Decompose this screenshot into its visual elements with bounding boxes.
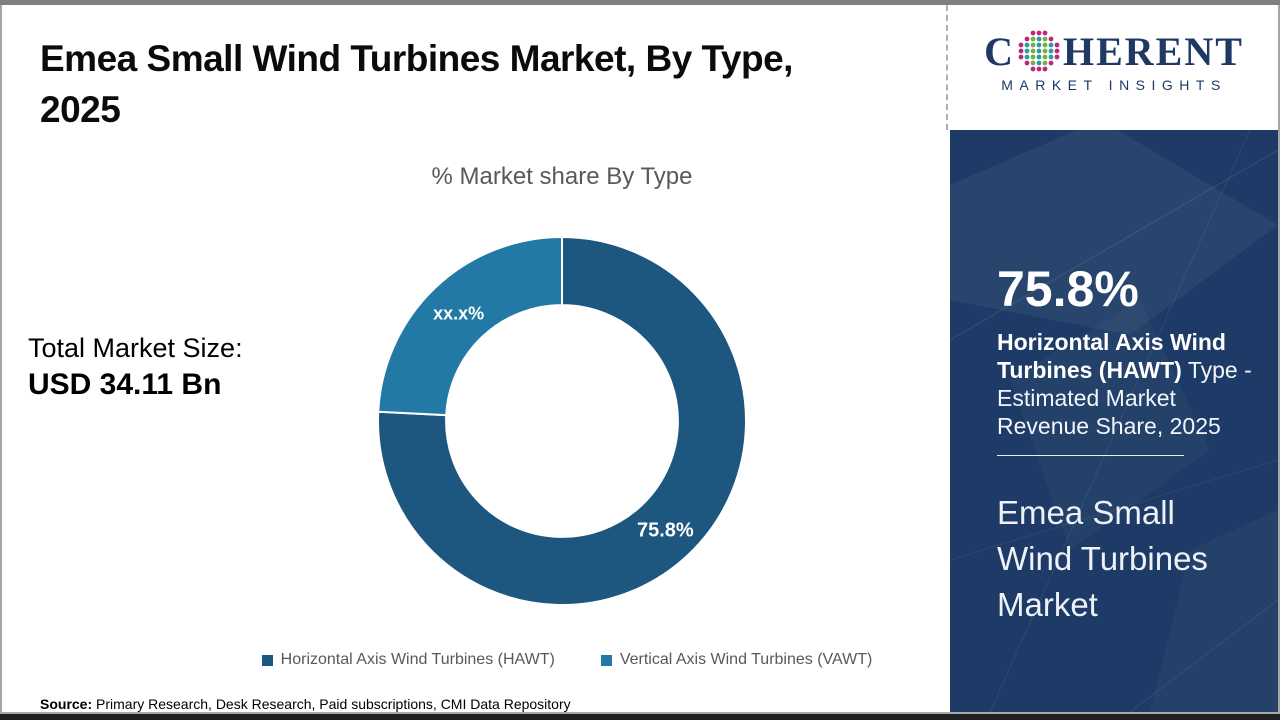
globe-dots-icon (1018, 30, 1060, 72)
legend-item-vawt: Vertical Axis Wind Turbines (VAWT) (600, 651, 873, 669)
stat-description: Horizontal Axis Wind Turbines (HAWT) Typ… (997, 328, 1265, 440)
logo-tagline: MARKET INSIGHTS (1001, 77, 1227, 93)
total-market-size-value: USD 34.11 Bn (28, 368, 222, 401)
logo-wordmark: C HERENT (950, 29, 1278, 75)
total-market-size-block: Total Market Size: USD 34.11 Bn (28, 331, 243, 405)
donut-data-label: xx.x% (433, 303, 484, 323)
bottom-border-bar (0, 712, 1280, 720)
legend-label-hawt: Horizontal Axis Wind Turbines (HAWT) (280, 651, 555, 668)
sidebar: C HERENT MARKET INSIGHTS 75.8% Horizonta… (950, 5, 1278, 712)
logo-letter-c: C (984, 29, 1015, 74)
stat-description-line: Turbines (HAWT) Type - (997, 357, 1252, 383)
legend-label-vawt: Vertical Axis Wind Turbines (VAWT) (619, 651, 873, 668)
logo-letters-rest: HERENT (1062, 29, 1244, 74)
world-map-texture (950, 130, 1278, 712)
legend-item-hawt: Horizontal Axis Wind Turbines (HAWT) (261, 651, 555, 669)
source-text: Primary Research, Desk Research, Paid su… (92, 696, 571, 712)
donut-segment-vawt (377, 235, 563, 417)
total-market-size-label: Total Market Size: (28, 333, 243, 363)
slide-main-area: Emea Small Wind Turbines Market, By Type… (2, 5, 947, 712)
source-note: Source: Primary Research, Desk Research,… (40, 696, 571, 712)
stat-description-line: Horizontal Axis Wind (997, 329, 1226, 355)
donut-data-label: 75.8% (637, 520, 694, 542)
legend-marker-hawt-icon (261, 654, 273, 666)
right-border (1277, 5, 1280, 712)
stat-description-line: Estimated Market (997, 385, 1176, 411)
stat-value: 75.8% (997, 261, 1139, 317)
donut-segment-hawt (377, 235, 747, 606)
left-border (0, 5, 2, 712)
coherent-market-insights-logo: C HERENT MARKET INSIGHTS (950, 29, 1278, 93)
legend-marker-vawt-icon (600, 654, 612, 666)
chart-title: % Market share By Type (431, 163, 693, 190)
page-title: Emea Small Wind Turbines Market, By Type… (40, 33, 880, 135)
stat-description-line: Revenue Share, 2025 (997, 413, 1221, 439)
source-label: Source: (40, 696, 93, 712)
market-name: Emea Small Wind Turbines Market (997, 494, 1208, 623)
top-border-bar (0, 0, 1280, 5)
chart-legend: Horizontal Axis Wind Turbines (HAWT) Ver… (184, 651, 950, 669)
highlight-panel: 75.8% Horizontal Axis Wind Turbines (HAW… (950, 130, 1278, 712)
layout-dashed-divider (946, 5, 948, 130)
donut-chart: 75.8% xx.x% (377, 235, 747, 606)
panel-divider-line (997, 455, 1184, 456)
page-title-line1: Emea Small Wind Turbines Market, By Type… (40, 38, 793, 79)
page-title-line2: 2025 (40, 89, 121, 130)
